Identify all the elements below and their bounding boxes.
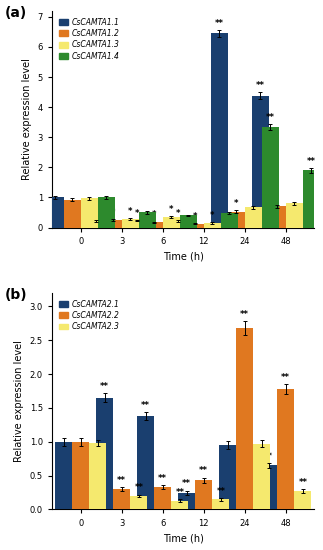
- Text: (a): (a): [5, 7, 27, 20]
- Text: *: *: [135, 209, 139, 218]
- X-axis label: Time (h): Time (h): [163, 251, 204, 261]
- Text: **: **: [199, 466, 208, 475]
- Bar: [122, 219, 139, 228]
- Bar: [72, 442, 89, 509]
- Bar: [260, 465, 277, 509]
- Bar: [139, 212, 156, 228]
- Text: *: *: [169, 205, 173, 214]
- Bar: [154, 487, 171, 509]
- Legend: CsCAMTA2.1, CsCAMTA2.2, CsCAMTA2.3: CsCAMTA2.1, CsCAMTA2.2, CsCAMTA2.3: [56, 296, 123, 334]
- Bar: [163, 217, 180, 228]
- Text: *: *: [152, 210, 156, 219]
- Bar: [178, 493, 195, 509]
- Bar: [221, 213, 238, 228]
- Bar: [219, 445, 236, 509]
- Bar: [170, 221, 187, 228]
- Text: *: *: [176, 209, 180, 218]
- Bar: [269, 206, 286, 228]
- Text: *: *: [210, 211, 214, 220]
- Bar: [253, 444, 270, 509]
- Y-axis label: Relative expression level: Relative expression level: [22, 58, 32, 180]
- Text: *: *: [128, 207, 132, 216]
- Text: **: **: [141, 401, 150, 410]
- Bar: [187, 224, 204, 228]
- Text: *: *: [234, 199, 238, 208]
- Bar: [89, 443, 106, 509]
- Text: **: **: [216, 487, 225, 496]
- Bar: [105, 220, 122, 228]
- Bar: [277, 389, 294, 509]
- Bar: [98, 197, 115, 228]
- Text: **: **: [100, 382, 109, 391]
- Bar: [64, 200, 81, 228]
- Bar: [286, 204, 303, 228]
- Text: **: **: [255, 81, 265, 90]
- Text: **: **: [117, 476, 126, 485]
- Bar: [262, 126, 279, 228]
- Text: **: **: [264, 452, 273, 460]
- Bar: [88, 221, 105, 228]
- Text: **: **: [281, 373, 290, 382]
- Bar: [211, 34, 228, 228]
- Text: **: **: [134, 483, 143, 492]
- Bar: [180, 216, 197, 228]
- Bar: [113, 489, 130, 509]
- Y-axis label: Relative expression level: Relative expression level: [14, 340, 24, 462]
- Bar: [195, 480, 212, 509]
- Bar: [47, 197, 64, 228]
- Text: **: **: [182, 480, 191, 488]
- Legend: CsCAMTA1.1, CsCAMTA1.2, CsCAMTA1.3, CsCAMTA1.4: CsCAMTA1.1, CsCAMTA1.2, CsCAMTA1.3, CsCA…: [56, 15, 123, 64]
- Text: **: **: [298, 478, 307, 487]
- Bar: [55, 442, 72, 509]
- Bar: [81, 199, 98, 228]
- Text: *: *: [193, 212, 197, 221]
- Bar: [204, 223, 221, 228]
- Bar: [303, 170, 320, 228]
- Bar: [252, 96, 269, 228]
- Text: **: **: [158, 474, 167, 483]
- Bar: [96, 398, 113, 509]
- Bar: [294, 491, 311, 509]
- Bar: [212, 499, 229, 509]
- Bar: [228, 212, 245, 228]
- Bar: [130, 496, 147, 509]
- Text: **: **: [175, 488, 184, 497]
- Text: **: **: [240, 310, 249, 319]
- Text: **: **: [214, 19, 224, 28]
- Bar: [171, 500, 188, 509]
- Text: *: *: [94, 209, 98, 218]
- Bar: [129, 221, 146, 228]
- Bar: [146, 222, 163, 228]
- Text: *: *: [111, 208, 115, 217]
- Bar: [137, 416, 154, 509]
- X-axis label: Time (h): Time (h): [163, 533, 204, 543]
- Bar: [245, 207, 262, 228]
- Bar: [236, 328, 253, 509]
- Text: **: **: [266, 113, 275, 122]
- Text: **: **: [307, 157, 316, 166]
- Text: (b): (b): [5, 288, 27, 302]
